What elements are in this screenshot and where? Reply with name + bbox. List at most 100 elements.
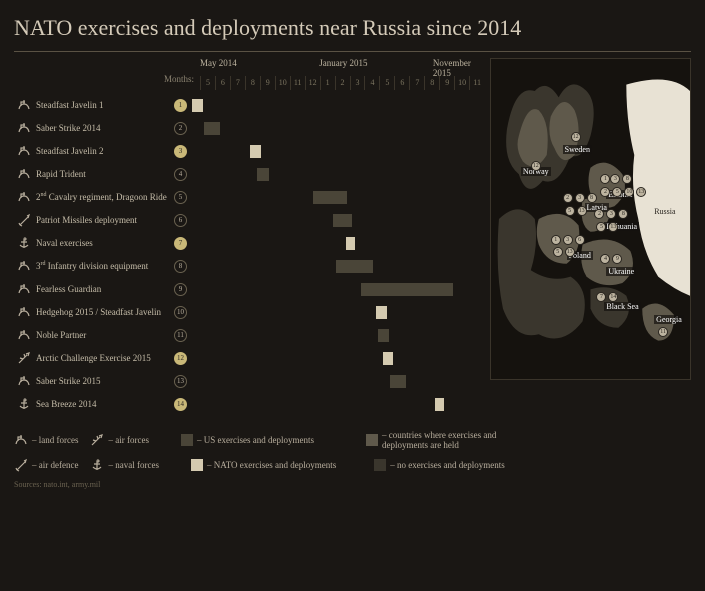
map-pin: 13 — [636, 187, 646, 197]
exercise-name: Saber Strike 2015 — [34, 376, 174, 386]
country-label: Sweden — [563, 145, 592, 154]
exercise-row: Sea Breeze 2014 14 — [14, 393, 484, 416]
map-pin: 5 — [612, 187, 622, 197]
map-pin: 8 — [587, 193, 597, 203]
exercise-bars — [192, 393, 484, 416]
month-tick: 10 — [454, 76, 469, 90]
exercise-bars — [192, 163, 484, 186]
map-pin: 6 — [575, 235, 585, 245]
exercise-rows: Steadfast Javelin 1 1 Saber Strike 2014 … — [14, 94, 484, 416]
gantt-bar — [378, 329, 389, 342]
gantt-bar — [257, 168, 269, 181]
exercise-number: 1 — [174, 99, 192, 112]
exercise-bars — [192, 255, 484, 278]
gantt-bar — [204, 122, 219, 135]
gantt-bar — [313, 191, 347, 204]
exercise-bars — [192, 347, 484, 370]
exercise-number: 6 — [174, 214, 192, 227]
period-label: May 2014 — [200, 58, 237, 68]
exercise-row: Rapid Trident 4 — [14, 163, 484, 186]
content: Months: May 2014January 2015November 201… — [14, 58, 691, 416]
exercise-bars — [192, 324, 484, 347]
map-pin: 12 — [571, 132, 581, 142]
map-pin: 10 — [624, 187, 634, 197]
month-tick: 6 — [394, 76, 409, 90]
map-pin: 13 — [577, 206, 587, 216]
exercise-number: 9 — [174, 283, 192, 296]
period-label: January 2015 — [319, 58, 367, 68]
legend: – land forces – air forces – US exercises … — [14, 430, 691, 472]
map-pin: 1 — [551, 235, 561, 245]
timeline-panel: Months: May 2014January 2015November 201… — [14, 58, 484, 416]
timeline-axis: May 2014January 2015November 20155678910… — [200, 58, 484, 90]
exercise-name: Hedgehog 2015 / Steadfast Javelin — [34, 307, 174, 317]
exercise-bars — [192, 370, 484, 393]
exercise-row: Steadfast Javelin 2 3 — [14, 140, 484, 163]
force-icon — [14, 305, 34, 319]
gantt-bar — [250, 145, 261, 158]
legend-bar: – US exercises and deployments — [181, 434, 314, 446]
exercise-name: Steadfast Javelin 1 — [34, 100, 174, 110]
force-icon — [14, 282, 34, 296]
exercise-name: Noble Partner — [34, 330, 174, 340]
exercise-row: Patriot Missiles deployment 6 — [14, 209, 484, 232]
exercise-number: 11 — [174, 329, 192, 342]
force-icon — [14, 236, 34, 250]
gantt-bar — [390, 375, 405, 388]
exercise-number: 10 — [174, 306, 192, 319]
month-tick: 9 — [439, 76, 454, 90]
exercise-bars — [192, 209, 484, 232]
month-tick: 8 — [245, 76, 260, 90]
exercise-number: 12 — [174, 352, 192, 365]
map-panel: NorwaySwedenEstoniaLatviaLithuaniaPoland… — [490, 58, 691, 380]
legend-bar: – NATO exercises and deployments — [191, 459, 336, 471]
exercise-name: Patriot Missiles deployment — [34, 215, 174, 225]
legend-force: – land forces — [14, 433, 78, 447]
gantt-bar — [383, 352, 394, 365]
exercise-name: 3rd Infantry division equipment — [34, 261, 174, 271]
map-pin: 13 — [565, 247, 575, 257]
month-tick: 9 — [260, 76, 275, 90]
exercise-row: Saber Strike 2014 2 — [14, 117, 484, 140]
force-icon — [14, 328, 34, 342]
force-icon — [14, 98, 34, 112]
exercise-row: Saber Strike 2015 13 — [14, 370, 484, 393]
divider — [14, 51, 691, 52]
map-pin: 2 — [563, 193, 573, 203]
map-pin: 5 — [565, 206, 575, 216]
legend-map: – no exercises and deployments — [374, 459, 504, 471]
map-pin: 3 — [575, 193, 585, 203]
force-icon — [14, 190, 34, 204]
exercise-row: Naval exercises 7 — [14, 232, 484, 255]
exercise-name: Naval exercises — [34, 238, 174, 248]
gantt-bar — [336, 260, 373, 273]
exercise-bars — [192, 232, 484, 255]
month-tick: 11 — [469, 76, 484, 90]
force-icon — [14, 259, 34, 273]
exercise-number: 3 — [174, 145, 192, 158]
sources: Sources: nato.int, army.mil — [14, 480, 691, 489]
month-tick: 6 — [215, 76, 230, 90]
exercise-name: Sea Breeze 2014 — [34, 399, 174, 409]
force-icon — [14, 121, 34, 135]
force-icon — [14, 351, 34, 365]
exercise-name: Saber Strike 2014 — [34, 123, 174, 133]
legend-force: – air forces — [90, 433, 148, 447]
months-label: Months: — [14, 58, 200, 90]
exercise-name: 2nd Cavalry regiment, Dragoon Ride — [34, 192, 174, 202]
exercise-name: Steadfast Javelin 2 — [34, 146, 174, 156]
timeline-header: Months: May 2014January 2015November 201… — [14, 58, 484, 90]
month-tick: 7 — [230, 76, 245, 90]
month-tick: 11 — [290, 76, 305, 90]
gantt-bar — [376, 306, 387, 319]
exercise-row: Noble Partner 11 — [14, 324, 484, 347]
exercise-row: Fearless Guardian 9 — [14, 278, 484, 301]
map-pin: 12 — [531, 161, 541, 171]
exercise-row: 2nd Cavalry regiment, Dragoon Ride 5 — [14, 186, 484, 209]
legend-force: – air defence — [14, 458, 78, 472]
legend-map: – countries where exercises and deployme… — [366, 430, 522, 450]
gantt-bar — [346, 237, 355, 250]
exercise-number: 7 — [174, 237, 192, 250]
month-tick: 3 — [350, 76, 365, 90]
country-label: Georgia — [654, 315, 684, 324]
